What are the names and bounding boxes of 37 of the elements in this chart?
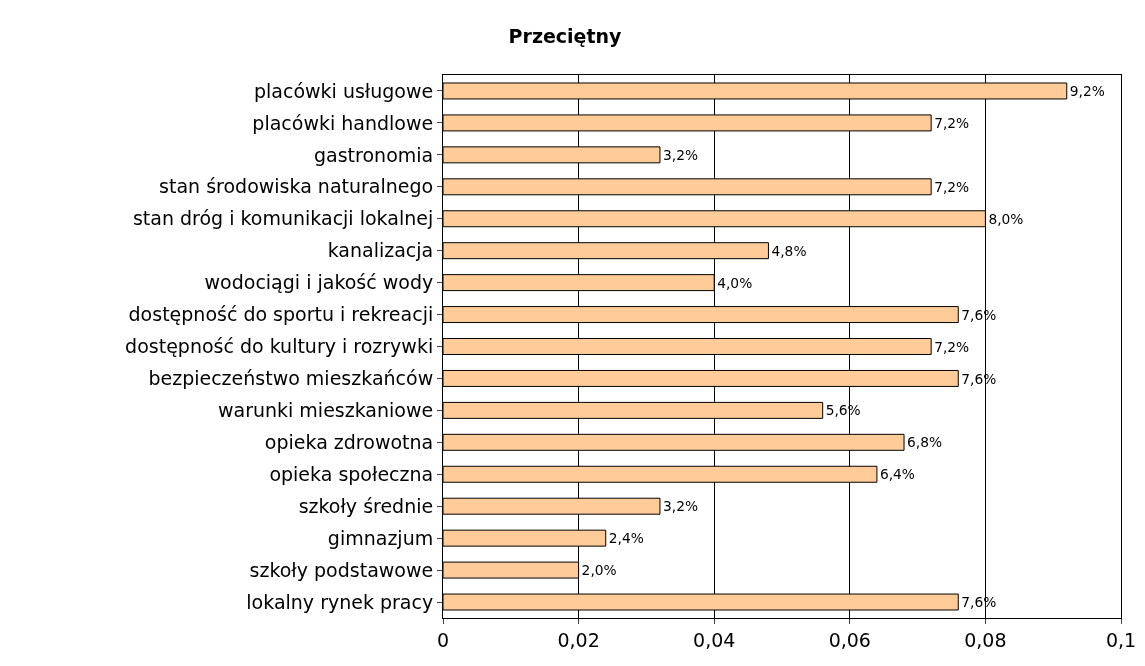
data-label: 9,2% (1069, 83, 1105, 100)
data-label: 4,0% (717, 274, 753, 291)
data-label: 3,2% (662, 498, 698, 515)
y-tick-label: stan środowiska naturalnego (159, 175, 434, 198)
y-tick-label: placówki handlowe (252, 111, 434, 134)
y-tick-label: wodociągi i jakość wody (204, 271, 434, 294)
y-tick-label: placówki usługowe (253, 79, 434, 102)
y-tick-label: szkoły średnie (298, 494, 434, 517)
data-label: 7,2% (934, 178, 970, 195)
x-tick-label: 0,1 (1105, 628, 1137, 651)
data-label: 4,8% (771, 242, 807, 259)
y-tick-label: stan dróg i komunikacji lokalnej (132, 207, 434, 230)
x-tick-label: 0,02 (557, 628, 600, 651)
y-tick-label: kanalizacja (327, 239, 434, 262)
y-tick-label: dostępność do kultury i rozrywki (125, 335, 434, 358)
data-label: 6,8% (907, 434, 943, 451)
chart-title: Przeciętny (508, 25, 623, 48)
data-label: 8,0% (988, 210, 1024, 227)
y-tick-label: lokalny rynek pracy (246, 590, 434, 613)
data-label: 3,2% (662, 146, 698, 163)
x-tick-label: 0,08 (964, 628, 1007, 651)
y-tick-label: gastronomia (314, 143, 434, 166)
y-tick-label: opieka społeczna (269, 462, 434, 485)
y-tick-label: szkoły podstawowe (249, 558, 434, 581)
y-tick-label: bezpieczeństwo mieszkańców (148, 367, 434, 390)
x-tick-label: 0,06 (828, 628, 871, 651)
data-label: 2,0% (581, 562, 617, 579)
y-tick-label: dostępność do sportu i rekreacji (128, 303, 434, 326)
y-tick-label: gimnazjum (327, 526, 434, 549)
data-label: 7,2% (934, 115, 970, 131)
data-label: 7,2% (934, 338, 970, 355)
data-label: 2,4% (608, 530, 644, 547)
data-label: 6,4% (879, 466, 915, 483)
x-tick-label: 0,04 (693, 628, 736, 651)
y-tick-label: warunki mieszkaniowe (217, 399, 434, 422)
x-tick-label: 0 (436, 628, 450, 651)
y-tick-label: opieka zdrowotna (264, 430, 434, 453)
